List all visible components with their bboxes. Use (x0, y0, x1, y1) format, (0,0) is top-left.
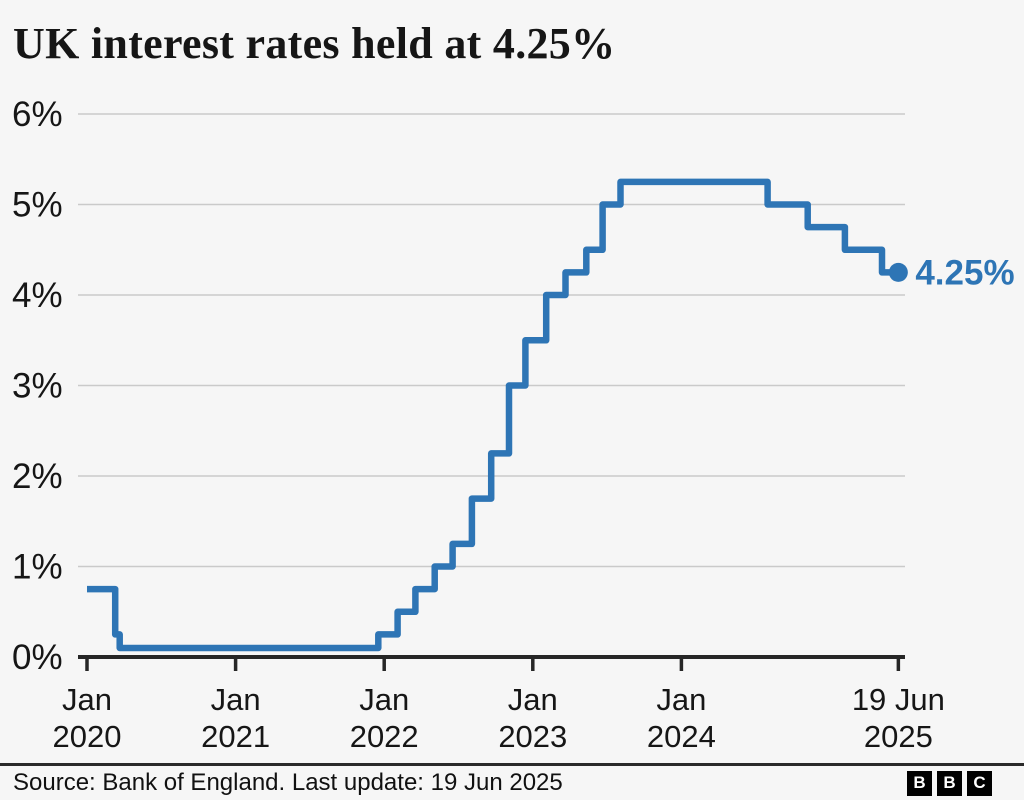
y-axis-label: 4% (12, 276, 63, 315)
x-axis-label: Jan 2020 (53, 682, 122, 754)
chart-title: UK interest rates held at 4.25% (13, 19, 616, 68)
bbc-logo-box: B (907, 770, 932, 796)
y-axis-label: 1% (12, 548, 63, 587)
source-text: Source: Bank of England. Last update: 19… (13, 769, 563, 796)
x-axis-label: Jan 2021 (201, 682, 270, 754)
x-axis-label: Jan 2022 (350, 682, 419, 754)
end-point-dot (888, 262, 908, 282)
y-axis-label: 2% (12, 457, 63, 496)
x-axis-label: Jan 2024 (647, 682, 716, 754)
rate-line (87, 178, 899, 652)
y-axis-label: 0% (12, 638, 63, 677)
x-axis-label: 19 Jun 2025 (852, 682, 945, 754)
y-axis-label: 5% (12, 186, 63, 225)
interest-rate-chart: 6% 5% 4% 3% 2% 1% 0% Jan 2020 Jan 2021 Jan 2022 Jan 20… (12, 95, 1015, 754)
y-axis-label: 6% (12, 95, 63, 134)
current-rate-label: 4.25% (915, 253, 1014, 292)
footer: Source: Bank of England. Last update: 19… (0, 763, 1024, 800)
x-axis-label: Jan 2023 (498, 682, 567, 754)
y-axis-label: 3% (12, 367, 63, 406)
bbc-logo-box: B (937, 770, 962, 796)
bbc-logo-box: C (967, 770, 992, 796)
